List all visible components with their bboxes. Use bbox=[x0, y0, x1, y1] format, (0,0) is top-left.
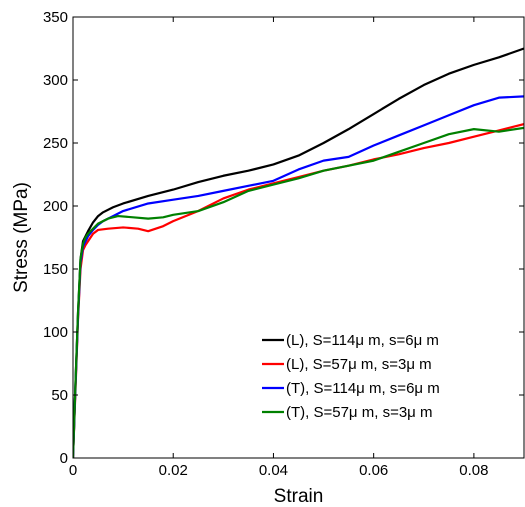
series-layer bbox=[73, 47, 524, 458]
legend-label-2: (L), S=57μ m, s=3μ m bbox=[286, 356, 432, 373]
y-tick-label: 50 bbox=[51, 387, 68, 404]
legend-label-3: (T), S=114μ m, s=6μ m bbox=[286, 380, 440, 397]
plot-frame bbox=[72, 16, 525, 459]
ticks-layer: 0 0.02 0.04 0.06 0.08 0 50 100 150 200 250 300 350 bbox=[43, 9, 524, 479]
y-tick-label: 0 bbox=[60, 450, 68, 467]
y-tick-label: 350 bbox=[43, 9, 68, 26]
y-tick-label: 150 bbox=[43, 261, 68, 278]
x-axis-title: Strain bbox=[274, 486, 324, 507]
x-tick-label: 0 bbox=[69, 462, 77, 479]
series-line-3 bbox=[73, 95, 524, 458]
y-tick-label: 200 bbox=[43, 198, 68, 215]
legend-label-1: (L), S=114μ m, s=6μ m bbox=[286, 332, 439, 349]
y-tick-label: 300 bbox=[43, 72, 68, 89]
legend-label-4: (T), S=57μ m, s=3μ m bbox=[286, 404, 432, 421]
x-tick-label: 0.06 bbox=[359, 462, 388, 479]
x-tick-label: 0.04 bbox=[259, 462, 288, 479]
y-tick-label: 250 bbox=[43, 135, 68, 152]
x-tick-label: 0.08 bbox=[459, 462, 488, 479]
y-tick-label: 100 bbox=[43, 324, 68, 341]
x-tick-label: 0.02 bbox=[159, 462, 188, 479]
series-line-4 bbox=[73, 126, 524, 458]
legend: (L), S=114μ m, s=6μ m (L), S=57μ m, s=3μ … bbox=[262, 332, 440, 421]
y-axis-title: Stress (MPa) bbox=[11, 182, 32, 293]
series-line-2 bbox=[73, 123, 524, 458]
